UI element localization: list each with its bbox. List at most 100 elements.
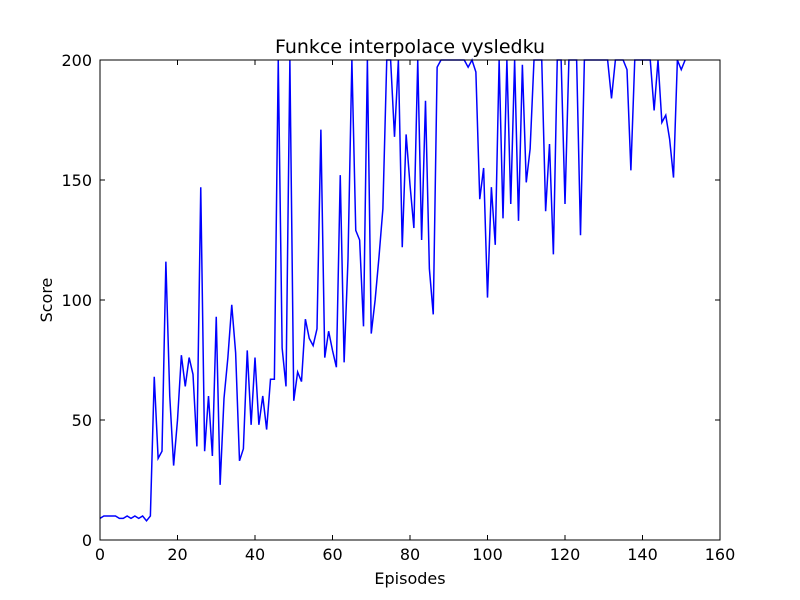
- data-point: [227, 357, 229, 359]
- data-point: [239, 460, 241, 462]
- data-point: [580, 234, 582, 236]
- data-point: [429, 268, 431, 270]
- data-point: [510, 203, 512, 205]
- data-point: [266, 429, 268, 431]
- data-point: [134, 515, 136, 517]
- data-point: [316, 328, 318, 330]
- data-point: [378, 256, 380, 258]
- data-point: [312, 345, 314, 347]
- data-point: [363, 326, 365, 328]
- x-tick-label: 100: [472, 545, 503, 564]
- data-point: [107, 515, 109, 517]
- data-point: [382, 208, 384, 210]
- data-point: [192, 374, 194, 376]
- data-point: [355, 230, 357, 232]
- data-point: [262, 395, 264, 397]
- data-point: [564, 203, 566, 205]
- data-point: [223, 398, 225, 400]
- data-point: [522, 64, 524, 66]
- y-tick-label: 0: [82, 531, 92, 550]
- data-point: [254, 357, 256, 359]
- chart-title: Funkce interpolace vysledku: [275, 36, 545, 58]
- x-tick-label: 0: [95, 545, 105, 564]
- x-tick-label: 60: [322, 545, 342, 564]
- data-point: [324, 357, 326, 359]
- data-point: [208, 395, 210, 397]
- data-point: [494, 244, 496, 246]
- data-point: [436, 66, 438, 68]
- data-point: [235, 352, 237, 354]
- data-point: [661, 122, 663, 124]
- data-point: [343, 362, 345, 364]
- data-point: [305, 318, 307, 320]
- data-point: [475, 71, 477, 73]
- data-point: [153, 376, 155, 378]
- x-tick-label: 40: [245, 545, 265, 564]
- data-point: [320, 129, 322, 131]
- data-point: [293, 400, 295, 402]
- data-point: [432, 314, 434, 316]
- data-point: [549, 143, 551, 145]
- data-point: [103, 515, 105, 517]
- x-axis-label: Episodes: [374, 569, 445, 588]
- data-point: [173, 465, 175, 467]
- data-point: [122, 518, 124, 520]
- data-point: [200, 186, 202, 188]
- data-point: [196, 446, 198, 448]
- data-point: [258, 424, 260, 426]
- data-point: [479, 198, 481, 200]
- data-point: [169, 395, 171, 397]
- data-point: [483, 167, 485, 169]
- data-point: [181, 354, 183, 356]
- data-point: [332, 350, 334, 352]
- data-point: [409, 184, 411, 186]
- data-point: [626, 69, 628, 71]
- data-point: [401, 246, 403, 248]
- data-point: [270, 378, 272, 380]
- data-point: [165, 261, 167, 263]
- data-point: [529, 148, 531, 150]
- data-point: [347, 258, 349, 260]
- x-tick-label: 160: [705, 545, 736, 564]
- x-tick-label: 120: [550, 545, 581, 564]
- data-point: [157, 458, 159, 460]
- y-axis-label: Score: [37, 278, 56, 323]
- data-point: [359, 239, 361, 241]
- data-point: [188, 357, 190, 359]
- data-point: [161, 450, 163, 452]
- data-point: [630, 170, 632, 172]
- x-tick-label: 140: [627, 545, 658, 564]
- data-point: [250, 424, 252, 426]
- data-point: [665, 114, 667, 116]
- y-tick-label: 200: [61, 51, 92, 70]
- data-point: [553, 254, 555, 256]
- data-point: [126, 515, 128, 517]
- data-point: [184, 386, 186, 388]
- data-point: [308, 338, 310, 340]
- data-point: [301, 381, 303, 383]
- data-point: [680, 69, 682, 71]
- data-point: [274, 378, 276, 380]
- data-point: [525, 182, 527, 184]
- data-point: [673, 177, 675, 179]
- data-point: [653, 110, 655, 112]
- y-tick-label: 150: [61, 171, 92, 190]
- data-point: [219, 484, 221, 486]
- data-point: [339, 174, 341, 176]
- data-point: [518, 220, 520, 222]
- data-point: [204, 450, 206, 452]
- y-tick-label: 100: [61, 291, 92, 310]
- data-point: [243, 448, 245, 450]
- data-point: [425, 100, 427, 102]
- x-tick-label: 80: [400, 545, 420, 564]
- y-tick-label: 50: [72, 411, 92, 430]
- y-axis-ticks: 0 50 100 150 200: [61, 51, 720, 550]
- data-point: [215, 316, 217, 318]
- data-point: [405, 134, 407, 136]
- data-point: [467, 66, 469, 68]
- data-point: [142, 515, 144, 517]
- data-point: [370, 333, 372, 335]
- data-point: [545, 210, 547, 212]
